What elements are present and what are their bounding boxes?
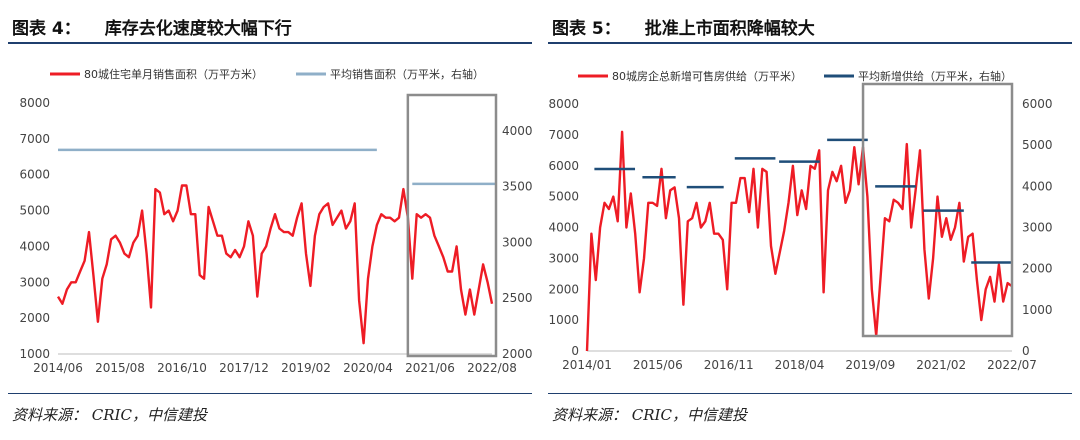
y-left-tick-label: 0: [571, 344, 579, 358]
y-right-tick-label: 5000: [1022, 138, 1053, 152]
source-rule: [8, 393, 532, 394]
source-note: 资料来源： CRIC，中信建投: [12, 406, 207, 424]
source-note: 资料来源： CRIC，中信建投: [552, 406, 747, 424]
y-left-tick-label: 8000: [19, 96, 50, 110]
y-left-tick-label: 5000: [19, 204, 50, 218]
y-left-tick-label: 3000: [548, 251, 579, 265]
x-tick-label: 2016/10: [157, 361, 207, 375]
x-tick-label: 2016/11: [704, 358, 754, 372]
x-tick-label: 2019/02: [281, 361, 331, 375]
y-left-tick-label: 8000: [548, 97, 579, 111]
x-tick-label: 2014/01: [562, 358, 612, 372]
x-tick-label: 2021/06: [405, 361, 455, 375]
title-rule: [8, 42, 532, 44]
figure-title: 图表 4： 库存去化速度较大幅下行: [12, 14, 292, 39]
y-right-tick-label: 0: [1022, 344, 1030, 358]
y-right-tick-label: 4000: [1022, 179, 1053, 193]
figure-number: 图表 4：: [12, 19, 81, 39]
legend-label: 80城住宅单月销售面积（万平方米）: [84, 67, 263, 81]
y-left-tick-label: 3000: [19, 275, 50, 289]
y-right-tick-label: 2000: [502, 347, 533, 361]
x-tick-label: 2022/08: [467, 361, 517, 375]
x-tick-label: 2015/08: [95, 361, 145, 375]
y-left-tick-label: 2000: [548, 282, 579, 296]
y-right-tick-label: 3000: [502, 235, 533, 249]
y-right-tick-label: 3500: [502, 180, 533, 194]
y-right-tick-label: 2500: [502, 291, 533, 305]
chart-panel-inventory: 图表 4： 库存去化速度较大幅下行 1000 2000 3000 4000 5000 600…: [8, 14, 533, 424]
y-left-tick-label: 1000: [19, 347, 50, 361]
x-tick-label: 2022/07: [987, 358, 1037, 372]
x-tick-label: 2017/12: [219, 361, 269, 375]
series-line-monthly: [585, 130, 1013, 352]
x-tick-label: 2015/06: [633, 358, 683, 372]
highlight-box: [861, 82, 1014, 338]
figure-title-text: 批准上市面积降幅较大: [644, 19, 815, 39]
title-rule: [548, 42, 1072, 44]
source-rule: [548, 393, 1072, 394]
y-right-tick-label: 3000: [1022, 221, 1053, 235]
x-tick-label: 2018/04: [775, 358, 825, 372]
figure-title: 图表 5： 批准上市面积降幅较大: [552, 14, 815, 39]
x-tick-label: 2014/06: [33, 361, 83, 375]
y-left-tick-label: 4000: [548, 221, 579, 235]
legend-label: 平均新增供给（万平米，右轴）: [858, 69, 1012, 83]
chart-panel-supply: 图表 5： 批准上市面积降幅较大 0 1000 2000 3000 4000 5000 600…: [540, 0, 1080, 440]
y-left-tick-label: 7000: [548, 128, 579, 142]
x-tick-label: 2020/04: [343, 361, 393, 375]
y-right-tick-label: 1000: [1022, 303, 1053, 317]
figure-title-text: 库存去化速度较大幅下行: [104, 19, 292, 39]
y-left-tick-label: 5000: [548, 190, 579, 204]
y-left-tick-label: 2000: [19, 311, 50, 325]
y-left-tick-label: 6000: [19, 168, 50, 182]
legend-label: 80城房企总新增可售房供给（万平米）: [612, 69, 802, 83]
y-left-tick-label: 4000: [19, 239, 50, 253]
series-line-monthly: [56, 184, 494, 345]
x-tick-label: 2021/02: [916, 358, 966, 372]
figure-number: 图表 5：: [552, 19, 621, 39]
line-chart-new-supply: 0 1000 2000 3000 4000 5000 6000 7000 8000 0 1000 20…: [548, 69, 1053, 372]
line-chart-sales-area: 1000 2000 3000 4000 5000 6000 7000 8000 2000 2500…: [19, 67, 533, 375]
y-right-tick-label: 2000: [1022, 262, 1053, 276]
y-right-tick-label: 6000: [1022, 97, 1053, 111]
y-left-tick-label: 7000: [19, 132, 50, 146]
x-tick-label: 2019/09: [845, 358, 895, 372]
y-right-tick-label: 4000: [502, 124, 533, 138]
y-left-tick-label: 1000: [548, 313, 579, 327]
highlight-box: [406, 93, 498, 358]
y-left-tick-label: 6000: [548, 159, 579, 173]
legend-label: 平均销售面积（万平米，右轴）: [330, 67, 484, 81]
